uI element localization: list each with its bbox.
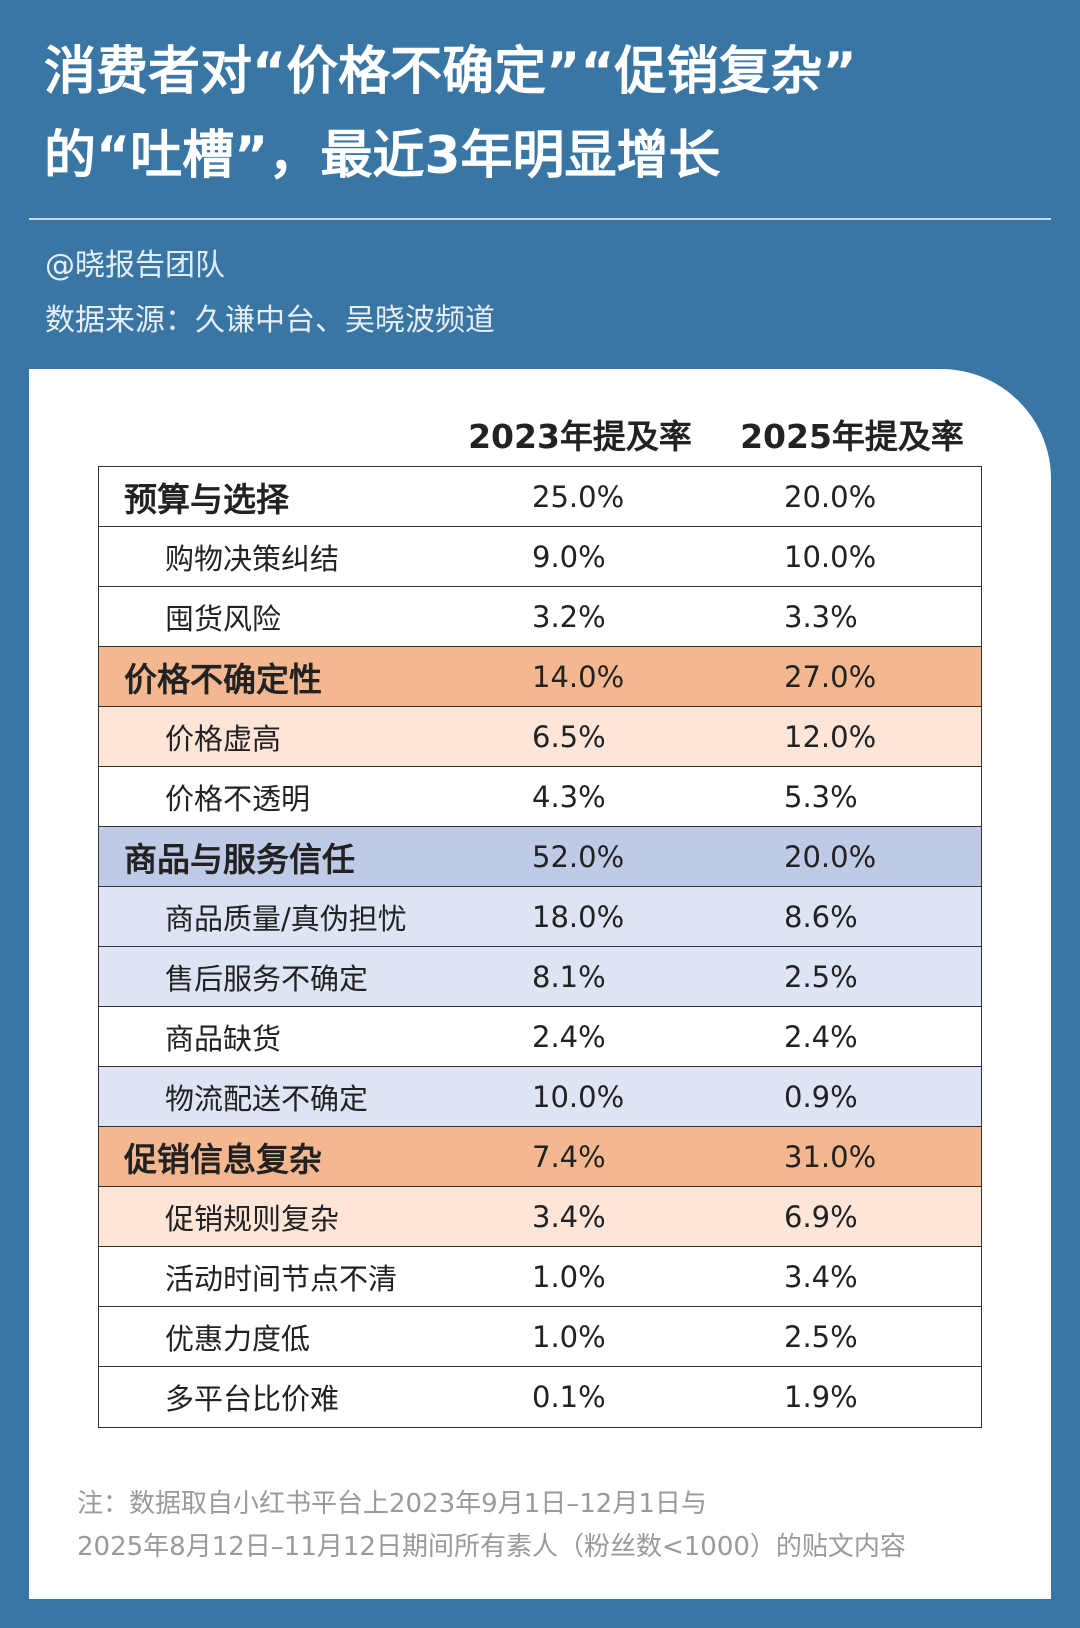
row-label: 售后服务不确定 (165, 961, 369, 996)
cell-value: 6.5% (532, 719, 606, 754)
sub-row: 购物决策纠结 9.0% 10.0% (99, 527, 981, 587)
sub-row: 价格不透明 4.3% 5.3% (99, 767, 981, 827)
footnote-line: 2025年8月12日–11月12日期间所有素人（粉丝数<1000）的贴文内容 (77, 1532, 906, 1562)
cell-value: 4.3% (532, 779, 606, 814)
footnote-line: 注：数据取自小红书平台上2023年9月1日–12月1日与 (77, 1489, 707, 1519)
row-label: 商品质量/真伪担忧 (165, 901, 407, 936)
cell-value: 2.4% (784, 1019, 858, 1054)
category-row: 商品与服务信任 52.0% 20.0% (99, 827, 981, 887)
row-label: 价格不确定性 (124, 659, 322, 699)
cell-value: 0.1% (532, 1380, 606, 1414)
row-label: 促销规则复杂 (165, 1201, 340, 1236)
cell-value: 8.1% (532, 959, 606, 994)
sub-row: 商品缺货 2.4% 2.4% (99, 1007, 981, 1067)
divider (29, 218, 1051, 220)
cell-value: 14.0% (532, 659, 625, 694)
row-label: 价格虚高 (165, 721, 282, 756)
cell-value: 10.0% (784, 539, 877, 574)
cell-value: 1.0% (532, 1259, 606, 1294)
cell-value: 2.5% (784, 1319, 858, 1354)
cell-value: 18.0% (532, 899, 625, 934)
row-label: 购物决策纠结 (165, 541, 340, 576)
cell-value: 10.0% (532, 1079, 625, 1114)
source: 数据来源：久谦中台、吴晓波频道 (45, 303, 495, 338)
cell-value: 52.0% (532, 839, 625, 874)
cell-value: 1.9% (784, 1380, 858, 1414)
row-label: 囤货风险 (165, 601, 282, 636)
cell-value: 0.9% (784, 1079, 858, 1114)
cell-value: 5.3% (784, 779, 858, 814)
cell-value: 2.5% (784, 959, 858, 994)
row-label: 商品与服务信任 (124, 839, 355, 879)
row-label: 多平台比价难 (165, 1382, 340, 1416)
sub-row: 售后服务不确定 8.1% 2.5% (99, 947, 981, 1007)
row-label: 价格不透明 (165, 781, 311, 816)
cell-value: 3.3% (784, 599, 858, 634)
column-header: 2025年提及率 (740, 417, 964, 456)
cell-value: 9.0% (532, 539, 606, 574)
cell-value: 20.0% (784, 839, 877, 874)
title-line: 消费者对“价格不确定”“促销复杂” (44, 42, 857, 102)
sub-row: 促销规则复杂 3.4% 6.9% (99, 1187, 981, 1247)
sub-row: 多平台比价难 0.1% 1.9% (99, 1367, 981, 1427)
cell-value: 25.0% (532, 479, 625, 514)
title-line: 的“吐槽”，最近3年明显增长 (44, 126, 721, 186)
cell-value: 20.0% (784, 479, 877, 514)
category-row: 促销信息复杂 7.4% 31.0% (99, 1127, 981, 1187)
cell-value: 2.4% (532, 1019, 606, 1054)
table: 预算与选择 25.0% 20.0% 购物决策纠结 9.0% 10.0% 囤货风险 3.2% 3.… (98, 466, 982, 1428)
cell-value: 8.6% (784, 899, 858, 934)
cell-value: 1.0% (532, 1319, 606, 1354)
column-header: 2023年提及率 (468, 417, 692, 456)
cell-value: 3.4% (784, 1259, 858, 1294)
cell-value: 31.0% (784, 1139, 877, 1174)
category-row: 预算与选择 25.0% 20.0% (99, 467, 981, 527)
category-row: 价格不确定性 14.0% 27.0% (99, 647, 981, 707)
cell-value: 7.4% (532, 1139, 606, 1174)
row-label: 预算与选择 (124, 479, 289, 519)
row-label: 活动时间节点不清 (165, 1261, 398, 1296)
sub-row: 活动时间节点不清 1.0% 3.4% (99, 1247, 981, 1307)
cell-value: 3.4% (532, 1199, 606, 1234)
row-label: 物流配送不确定 (165, 1081, 369, 1116)
sub-row: 商品质量/真伪担忧 18.0% 8.6% (99, 887, 981, 947)
cell-value: 3.2% (532, 599, 606, 634)
sub-row: 优惠力度低 1.0% 2.5% (99, 1307, 981, 1367)
author: @晓报告团队 (45, 248, 225, 283)
cell-value: 6.9% (784, 1199, 858, 1234)
cell-value: 27.0% (784, 659, 877, 694)
row-label: 商品缺货 (165, 1021, 282, 1056)
cell-value: 12.0% (784, 719, 877, 754)
sub-row: 价格虚高 6.5% 12.0% (99, 707, 981, 767)
sub-row: 囤货风险 3.2% 3.3% (99, 587, 981, 647)
row-label: 促销信息复杂 (124, 1139, 322, 1179)
sub-row: 物流配送不确定 10.0% 0.9% (99, 1067, 981, 1127)
row-label: 优惠力度低 (165, 1321, 311, 1356)
